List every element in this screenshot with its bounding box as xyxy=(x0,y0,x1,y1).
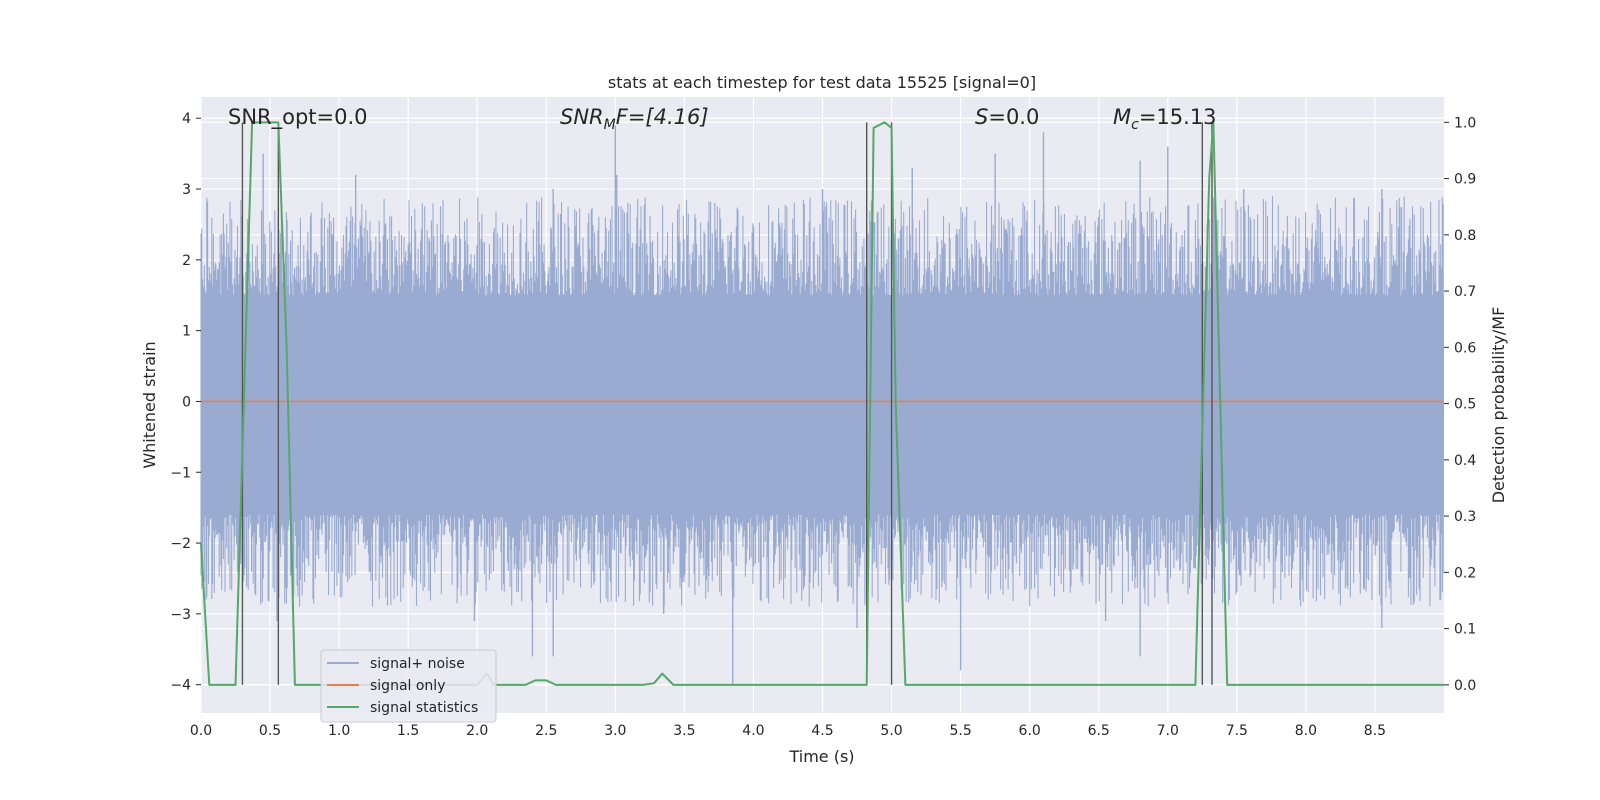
series-signal-noise xyxy=(200,125,1444,685)
annotation-s-main: S xyxy=(975,105,988,129)
legend-label-signal-only: signal only xyxy=(370,678,445,694)
y-tick-label: −3 xyxy=(170,607,191,623)
series-signal-statistics xyxy=(200,121,1445,686)
annotation-mc-rest: =15.13 xyxy=(1139,105,1217,129)
x-tick-label: 8.0 xyxy=(1295,723,1317,739)
y-axis-ticks: 4 3 2 1 0 −1 −2 −3 −4 xyxy=(170,111,201,694)
x-tick-label: 6.5 xyxy=(1088,723,1110,739)
x-tick-label: 7.5 xyxy=(1226,723,1248,739)
y-axis-label: Whitened strain xyxy=(140,341,159,468)
legend-box xyxy=(320,649,497,723)
y-tick-label: 0 xyxy=(182,394,191,410)
x-tick-label: 1.5 xyxy=(397,723,419,739)
x-tick-label: 4.0 xyxy=(742,723,764,739)
y-tick-label: 2 xyxy=(182,253,191,269)
legend-label-signal-noise: signal+ noise xyxy=(370,656,465,672)
annotation-snr-opt: SNR_opt=0.0 xyxy=(228,105,368,130)
y2-tick-label: 0.8 xyxy=(1454,228,1476,244)
x-tick-label: 0.0 xyxy=(190,723,212,739)
annotation-mc: Mc=15.13 xyxy=(1113,105,1217,133)
legend: signal+ noise signal only signal statist… xyxy=(320,649,497,723)
x-axis-label: Time (s) xyxy=(788,747,854,766)
annotation-s: S=0.0 xyxy=(975,105,1039,129)
y2-tick-label: 0.0 xyxy=(1454,678,1476,694)
y2-axis-ticks: 1.0 0.9 0.8 0.7 0.6 0.5 0.4 0.3 0.2 0.1 0.0 xyxy=(1444,115,1476,694)
chart-title: stats at each timestep for test data 155… xyxy=(608,73,1036,92)
y-tick-label: 4 xyxy=(182,111,191,127)
annotation-snr-mf-sub: M xyxy=(604,117,616,133)
x-tick-label: 1.0 xyxy=(328,723,350,739)
x-tick-label: 5.5 xyxy=(949,723,971,739)
y-tick-label: −4 xyxy=(170,678,191,694)
y-tick-label: 1 xyxy=(182,324,191,340)
annotation-snr-mf: SNRMF=[4.16] xyxy=(560,105,709,133)
x-tick-label: 2.0 xyxy=(466,723,488,739)
y-tick-label: −1 xyxy=(170,465,191,481)
y2-tick-label: 0.5 xyxy=(1454,397,1476,413)
y2-tick-label: 0.2 xyxy=(1454,565,1476,581)
x-tick-label: 3.0 xyxy=(604,723,626,739)
annotation-snr-mf-rest: F=[4.16] xyxy=(616,105,709,129)
y2-tick-label: 0.4 xyxy=(1454,453,1476,469)
y2-tick-label: 0.9 xyxy=(1454,172,1476,188)
y2-tick-label: 0.6 xyxy=(1454,340,1476,356)
annotation-snr-mf-main: SNR xyxy=(560,105,604,129)
y2-tick-label: 0.1 xyxy=(1454,622,1476,638)
y-tick-label: −2 xyxy=(170,536,191,552)
x-tick-label: 4.5 xyxy=(811,723,833,739)
y-tick-label: 3 xyxy=(182,182,191,198)
x-tick-label: 2.5 xyxy=(535,723,557,739)
x-tick-label: 8.5 xyxy=(1364,723,1386,739)
y2-tick-label: 0.7 xyxy=(1454,284,1476,300)
x-tick-label: 7.0 xyxy=(1157,723,1179,739)
x-axis-ticks: 0.0 0.5 1.0 1.5 2.0 2.5 3.0 3.5 4.0 4.5 5.0 5.5 6.0 6… xyxy=(190,723,1386,739)
y2-tick-label: 0.3 xyxy=(1454,509,1476,525)
legend-label-signal-statistics: signal statistics xyxy=(370,700,478,716)
y2-axis-label: Detection probability/MF xyxy=(1489,307,1508,504)
x-tick-label: 0.5 xyxy=(259,723,281,739)
x-tick-label: 6.0 xyxy=(1019,723,1041,739)
y2-tick-label: 1.0 xyxy=(1454,115,1476,131)
x-tick-label: 5.0 xyxy=(880,723,902,739)
annotation-mc-main: M xyxy=(1113,105,1131,129)
annotation-mc-sub: c xyxy=(1131,117,1139,133)
annotation-s-rest: =0.0 xyxy=(988,105,1039,129)
x-tick-label: 3.5 xyxy=(673,723,695,739)
